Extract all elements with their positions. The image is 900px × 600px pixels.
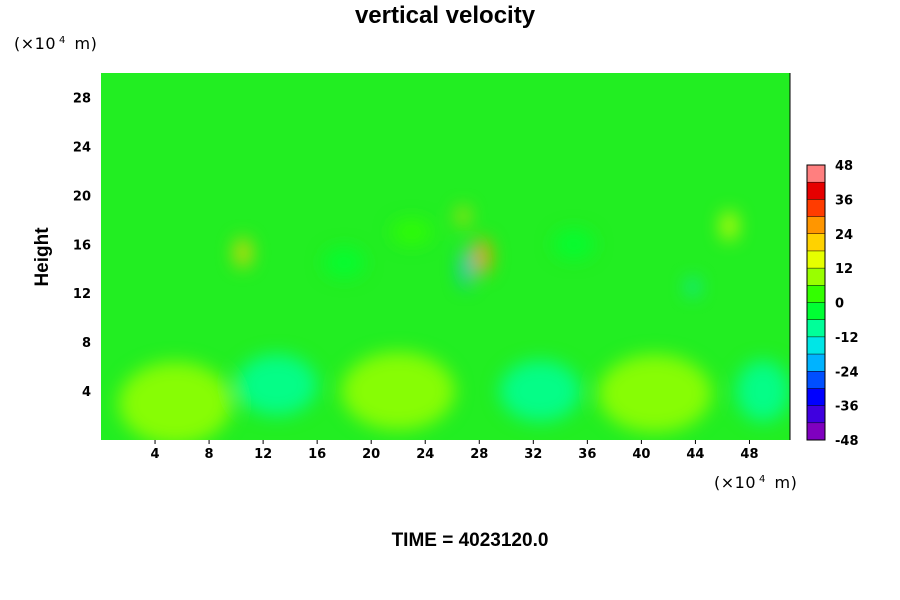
- x-tick-label: 40: [632, 447, 650, 462]
- y-tick-label: 20: [73, 189, 91, 204]
- x-tick-label: 48: [740, 447, 758, 462]
- colorbar-segment: [807, 199, 825, 217]
- colorbar-tick-label: 0: [835, 297, 844, 312]
- colorbar-tick-label: -48: [835, 434, 859, 449]
- colorbar-tick-label: 36: [835, 193, 853, 208]
- contour-feature-2: [598, 354, 712, 433]
- contour-feature-0: [118, 361, 233, 440]
- colorbar-segment: [807, 182, 825, 200]
- colorbar-segment: [807, 336, 825, 355]
- contour-feature-9: [457, 206, 469, 226]
- colorbar-tick-label: 48: [835, 159, 853, 174]
- x-tick-label: 36: [578, 447, 596, 462]
- colorbar-tick-label: -24: [835, 365, 859, 380]
- chart-title: vertical velocity: [354, 2, 536, 29]
- contour-feature-14: [391, 219, 432, 245]
- x-tick-label: 8: [205, 447, 214, 462]
- colorbar-border: [806, 164, 826, 441]
- colorbar: 48 36 24 12 0 -12 -24 -36 -48: [806, 159, 859, 449]
- plot-area: [101, 73, 791, 440]
- y-axis-unit: (×10 4 m): [14, 34, 98, 53]
- colorbar-segment: [807, 371, 825, 389]
- y-tick-label: 8: [82, 336, 91, 351]
- y-tick-label: 28: [73, 91, 91, 106]
- contour-feature-5: [735, 360, 790, 422]
- colorbar-segment: [807, 388, 825, 406]
- y-tick-label: 24: [73, 140, 91, 155]
- x-tick-label: 16: [308, 447, 326, 462]
- contour-feature-13: [553, 229, 595, 259]
- y-tick-label: 12: [73, 287, 91, 302]
- x-tick-label: 12: [254, 447, 272, 462]
- colorbar-tick-label: 24: [835, 228, 853, 243]
- colorbar-segment: [807, 405, 825, 423]
- colorbar-segment: [807, 165, 825, 183]
- contour-feature-8: [460, 249, 472, 289]
- contour-field: [118, 206, 790, 440]
- contour-feature-6: [234, 238, 251, 268]
- x-tick-label: 32: [524, 447, 542, 462]
- colorbar-segment: [807, 422, 825, 440]
- colorbar-segment: [807, 302, 825, 320]
- colorbar-segment: [807, 354, 825, 372]
- colorbar-segment: [807, 216, 825, 234]
- contour-feature-1: [341, 351, 455, 431]
- colorbar-segment: [807, 319, 825, 337]
- contour-feature-11: [687, 278, 699, 296]
- colorbar-segment: [807, 285, 825, 303]
- colorbar-segment: [807, 250, 825, 269]
- y-tick-label: 4: [82, 385, 91, 400]
- colorbar-segment: [807, 233, 825, 251]
- x-tick-label: 4: [151, 447, 160, 462]
- y-axis-ticks: 4 8 12 16 20 24 28: [73, 91, 91, 400]
- contour-feature-4: [499, 360, 581, 422]
- colorbar-tick-label: -36: [835, 400, 859, 415]
- colorbar-tick-label: 12: [835, 262, 853, 277]
- contour-feature-7: [472, 238, 492, 275]
- contour-feature-3: [236, 354, 318, 416]
- x-tick-label: 20: [362, 447, 380, 462]
- y-tick-label: 16: [73, 238, 91, 253]
- x-tick-label: 44: [686, 447, 704, 462]
- contour-feature-10: [721, 211, 738, 241]
- x-axis-ticks: 4 8 12 16 20 24 28 32 36 40 44 48: [151, 440, 759, 462]
- x-axis-unit: (×10 4 m): [714, 473, 798, 492]
- x-tick-label: 24: [416, 447, 434, 462]
- colorbar-segment: [807, 268, 825, 286]
- colorbar-tick-label: -12: [835, 331, 859, 346]
- x-tick-label: 28: [470, 447, 488, 462]
- time-label: TIME = 4023120.0: [391, 530, 549, 551]
- contour-feature-12: [323, 247, 365, 278]
